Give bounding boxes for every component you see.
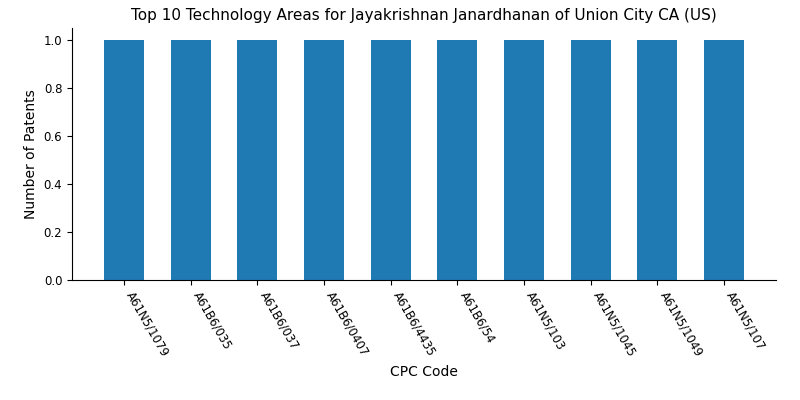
Bar: [304, 40, 344, 280]
Bar: [370, 40, 410, 280]
Title: Top 10 Technology Areas for Jayakrishnan Janardhanan of Union City CA (US): Top 10 Technology Areas for Jayakrishnan…: [131, 8, 717, 23]
Bar: [504, 40, 544, 280]
Bar: [704, 40, 744, 280]
Y-axis label: Number of Patents: Number of Patents: [24, 89, 38, 219]
Bar: [104, 40, 144, 280]
Bar: [170, 40, 210, 280]
X-axis label: CPC Code: CPC Code: [390, 365, 458, 379]
Bar: [570, 40, 610, 280]
Bar: [638, 40, 678, 280]
Bar: [238, 40, 278, 280]
Bar: [438, 40, 478, 280]
